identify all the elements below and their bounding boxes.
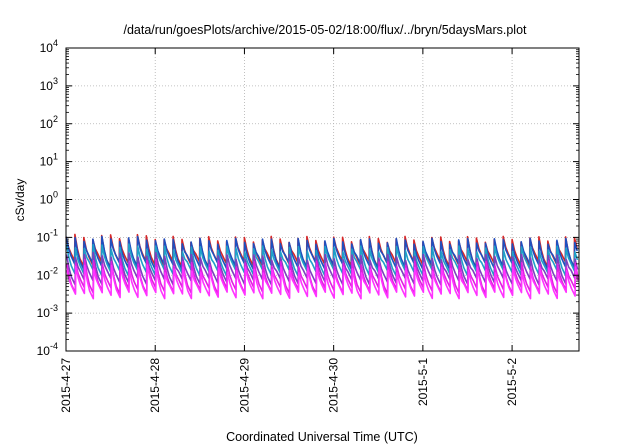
y-axis: 10-4 10-3 10-2 10-1 100 101 102 103 104 xyxy=(37,38,579,358)
y-tick-label: 104 xyxy=(40,38,58,55)
series-line xyxy=(65,235,578,270)
x-tick-label: 2015-4-30 xyxy=(327,358,341,413)
y-tick-label: 101 xyxy=(40,152,58,169)
x-tick-label: 2015-5-1 xyxy=(416,358,430,406)
series-line xyxy=(65,258,579,295)
x-axis: 2015-4-27 2015-4-28 2015-4-29 2015-4-30 2015… xyxy=(59,48,519,413)
series-line xyxy=(65,251,579,286)
x-tick-label: 2015-5-2 xyxy=(505,358,519,406)
x-tick-label: 2015-4-29 xyxy=(237,358,251,413)
series-layer xyxy=(65,233,579,300)
plot-frame xyxy=(65,47,580,352)
y-tick-label: 103 xyxy=(40,76,58,93)
y-tick-label: 10-3 xyxy=(37,303,58,320)
series-line xyxy=(65,233,578,269)
series-line xyxy=(65,243,579,277)
x-axis-label: Coordinated Universal Time (UTC) xyxy=(226,430,418,444)
x-tick-label: 2015-4-28 xyxy=(148,358,162,413)
y-tick-label: 100 xyxy=(40,190,58,207)
y-tick-label: 10-4 xyxy=(37,341,58,358)
y-axis-label: cSv/day xyxy=(13,179,27,222)
x-tick-label: 2015-4-27 xyxy=(59,358,73,413)
grid xyxy=(66,48,579,351)
series-line xyxy=(66,264,579,300)
y-tick-label: 10-1 xyxy=(37,227,58,244)
y-tick-label: 102 xyxy=(40,114,58,131)
y-tick-label: 10-2 xyxy=(37,265,58,282)
chart-title: /data/run/goesPlots/archive/2015-05-02/1… xyxy=(123,23,527,37)
